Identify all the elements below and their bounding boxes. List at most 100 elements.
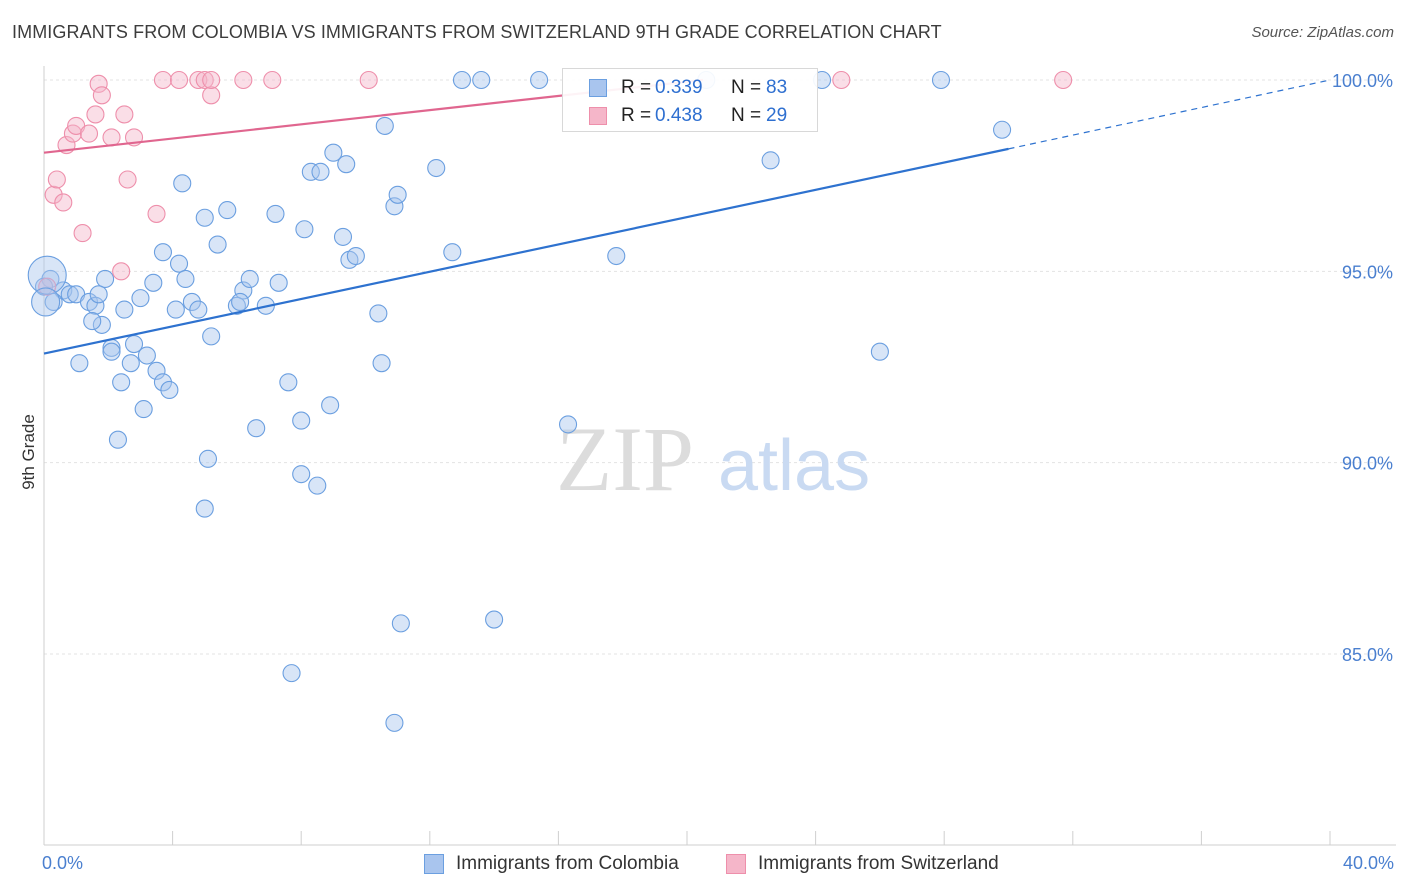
data-point [269, 273, 288, 292]
source-label: Source: ZipAtlas.com [1251, 24, 1394, 41]
data-point [189, 300, 208, 319]
data-point [54, 193, 73, 212]
data-point [530, 70, 549, 90]
x-tick-label: 40.0% [1343, 853, 1394, 873]
data-point [47, 170, 66, 189]
data-point [452, 70, 472, 90]
data-point [321, 396, 340, 415]
data-point [202, 327, 221, 346]
data-point [131, 289, 150, 308]
data-point [472, 70, 491, 90]
data-point [169, 254, 189, 273]
data-point [86, 105, 105, 124]
data-point [263, 70, 282, 90]
data-point [234, 70, 253, 90]
axis-labels: 85.0% 90.0% 95.0% 100.0% 0.0% 40.0% 9th Grade [19, 71, 1394, 873]
data-point [485, 610, 504, 629]
trend-line-0 [43, 147, 1009, 355]
data-point [89, 74, 108, 93]
data-point [240, 269, 259, 289]
data-point [369, 304, 388, 323]
n-value: 29 [766, 105, 788, 126]
data-point [870, 342, 889, 361]
axes [43, 66, 1396, 846]
data-point [832, 70, 851, 90]
data-point [96, 269, 115, 289]
data-point [121, 354, 140, 373]
data-point [166, 300, 185, 319]
data-point [301, 162, 320, 181]
data-point [247, 419, 266, 438]
data-point [118, 170, 137, 189]
data-point [324, 143, 343, 162]
gridlines [44, 79, 1390, 655]
data-point [311, 162, 330, 181]
data-point [282, 664, 301, 683]
data-point [195, 499, 214, 518]
data-point [208, 235, 227, 254]
data-point [1054, 70, 1073, 90]
r-value: 0.339 [655, 77, 703, 98]
data-point [102, 342, 121, 361]
data-point [112, 373, 131, 392]
data-point [372, 354, 391, 373]
data-point [147, 204, 166, 223]
data-point-large [27, 255, 67, 295]
data-point [333, 227, 353, 246]
data-point [558, 415, 578, 434]
n-value: 83 [766, 77, 788, 98]
data-point [73, 224, 92, 243]
data-point [346, 246, 365, 266]
data-point [385, 197, 404, 216]
watermark: ZIP atlas [556, 408, 870, 510]
data-point [115, 105, 134, 124]
data-point [195, 208, 214, 227]
y-tick-label: 100.0% [1332, 71, 1393, 91]
data-point [70, 354, 89, 373]
data-point [112, 262, 131, 281]
stats-row-switzerland: R = 0.438 N = 29 [563, 101, 817, 129]
data-point [173, 174, 192, 193]
n-label: N = [731, 105, 762, 126]
y-tick-label: 85.0% [1342, 645, 1393, 665]
switzerland-swatch [589, 107, 607, 125]
data-point [218, 201, 237, 220]
series-1 [38, 70, 1073, 296]
watermark-zip: ZIP [556, 408, 694, 510]
data-point [176, 269, 195, 289]
data-points [27, 70, 1073, 732]
data-point [279, 373, 298, 392]
stats-legend: R = 0.339 N = 83 R = 0.438 N = 29 [562, 68, 818, 132]
data-point-large [31, 287, 61, 317]
data-point [427, 158, 446, 178]
data-point [292, 465, 311, 484]
data-point [160, 380, 179, 400]
data-point [79, 124, 99, 143]
data-point [231, 292, 250, 311]
data-point [202, 86, 221, 105]
x-tick-label: 0.0% [42, 853, 83, 873]
data-point [761, 151, 780, 170]
data-point [86, 296, 105, 315]
data-point [182, 292, 201, 311]
data-point [92, 86, 111, 105]
data-point [153, 243, 173, 262]
switzerland-legend-swatch [726, 854, 746, 874]
data-point [102, 128, 121, 147]
y-axis-label: 9th Grade [19, 414, 38, 490]
data-point [337, 155, 356, 174]
data-point [38, 277, 57, 296]
trend-extension-0 [1008, 79, 1331, 150]
data-point [144, 273, 163, 292]
series-0 [34, 70, 1012, 732]
data-point [391, 614, 410, 633]
data-point [134, 400, 153, 419]
data-point [388, 185, 407, 204]
stats-row-colombia: R = 0.339 N = 83 [563, 73, 817, 101]
n-label: N = [731, 77, 762, 98]
data-point [44, 185, 63, 204]
data-point [359, 70, 378, 90]
data-point [931, 70, 951, 90]
r-value: 0.438 [655, 105, 703, 126]
